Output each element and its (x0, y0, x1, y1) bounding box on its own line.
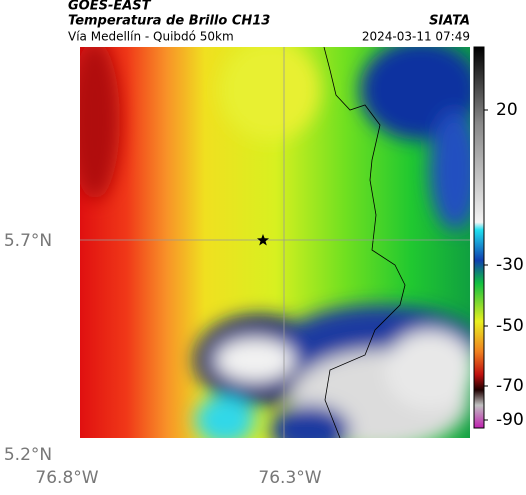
colorbar-tick-label: -50 (496, 316, 524, 336)
lon-label: 76.3°W (258, 468, 321, 488)
lat-label: 5.7°N (4, 231, 52, 251)
org: SIATA (429, 14, 470, 29)
colorbar-tick-label: -70 (496, 376, 524, 396)
colorbar-tick-label: 20 (496, 100, 518, 120)
title: Temperatura de Brillo CH13 (68, 14, 270, 29)
lat-label: 5.2°N (4, 445, 52, 465)
subtitle: Vía Medellín - Quibdó 50km (68, 30, 234, 44)
colorbar (473, 46, 485, 429)
lon-label: 76.8°W (35, 468, 98, 488)
colorbar-tick-label: -30 (496, 255, 524, 275)
datetime: 2024-03-11 07:49 (362, 30, 470, 44)
source: GOES-EAST (68, 0, 152, 14)
colorbar-tick-label: -90 (496, 410, 524, 430)
satellite-image (80, 47, 470, 438)
colorbar-ticks: 20 -30 -50 -70 -90 (484, 100, 524, 430)
